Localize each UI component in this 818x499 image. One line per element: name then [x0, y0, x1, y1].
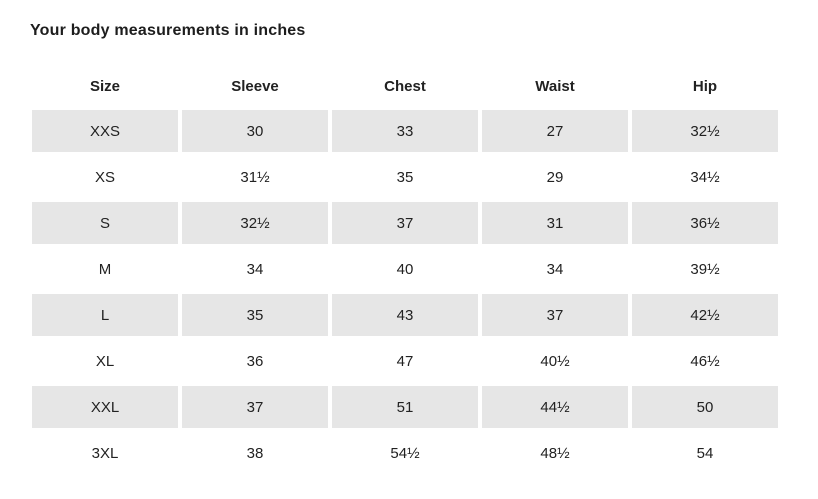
measurement-cell: 38 [246, 444, 264, 462]
measurement-cell: 43 [332, 294, 478, 336]
column-header-hip: Hip [692, 77, 718, 95]
size-cell: L [32, 294, 178, 336]
measurement-cell: 48½ [540, 444, 570, 462]
measurement-cell: 47 [396, 352, 414, 370]
size-cell: XL [95, 352, 115, 370]
measurement-cell: 34½ [690, 168, 720, 186]
size-cell: XXL [32, 386, 178, 428]
measurement-cell: 35 [396, 168, 414, 186]
measurement-cell: 36½ [632, 202, 778, 244]
measurement-cell: 29 [546, 168, 564, 186]
measurement-cell: 46½ [690, 352, 720, 370]
size-cell: XS [94, 168, 115, 186]
size-cell: S [32, 202, 178, 244]
measurement-cell: 33 [332, 110, 478, 152]
column-header-sleeve: Sleeve [231, 77, 279, 95]
size-cell: M [98, 260, 112, 278]
measurement-cell: 51 [332, 386, 478, 428]
measurement-cell: 31 [482, 202, 628, 244]
measurement-cell: 36 [246, 352, 264, 370]
column-header-size: Size [89, 77, 120, 95]
size-measurements-table: Size Sleeve Chest Waist Hip XXS 30 33 27 32½ XS 31½… [32, 66, 778, 474]
measurement-cell: 32½ [632, 110, 778, 152]
measurement-cell: 44½ [482, 386, 628, 428]
measurement-cell: 35 [182, 294, 328, 336]
measurement-cell: 31½ [240, 168, 270, 186]
column-header-waist: Waist [535, 77, 575, 95]
measurement-cell: 27 [482, 110, 628, 152]
measurement-cell: 37 [182, 386, 328, 428]
measurement-cell: 54 [696, 444, 714, 462]
page-title: Your body measurements in inches [30, 22, 306, 39]
measurement-cell: 34 [246, 260, 264, 278]
measurement-cell: 40½ [540, 352, 570, 370]
measurement-cell: 32½ [182, 202, 328, 244]
size-cell: 3XL [91, 444, 119, 462]
size-cell: XXS [32, 110, 178, 152]
measurement-cell: 39½ [690, 260, 720, 278]
measurement-cell: 37 [332, 202, 478, 244]
measurement-cell: 50 [632, 386, 778, 428]
measurement-cell: 37 [482, 294, 628, 336]
column-header-chest: Chest [384, 77, 426, 95]
measurement-cell: 54½ [390, 444, 420, 462]
measurement-cell: 30 [182, 110, 328, 152]
measurement-cell: 34 [546, 260, 564, 278]
measurement-cell: 42½ [632, 294, 778, 336]
measurement-cell: 40 [396, 260, 414, 278]
